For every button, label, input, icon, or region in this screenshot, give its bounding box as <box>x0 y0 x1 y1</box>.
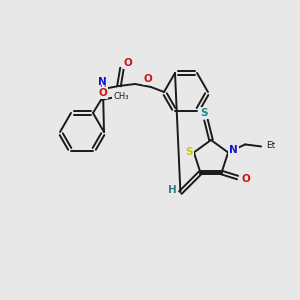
Text: N: N <box>98 77 106 87</box>
Text: CH₃: CH₃ <box>113 92 129 101</box>
Text: O: O <box>124 58 132 68</box>
Text: S: S <box>200 108 208 118</box>
Text: H: H <box>168 184 177 195</box>
Text: H: H <box>99 85 105 94</box>
Text: N: N <box>229 146 238 155</box>
Text: O: O <box>99 88 107 98</box>
Text: O: O <box>144 74 152 84</box>
Text: S: S <box>185 147 193 158</box>
Text: Et: Et <box>266 141 276 150</box>
Text: O: O <box>241 174 250 184</box>
